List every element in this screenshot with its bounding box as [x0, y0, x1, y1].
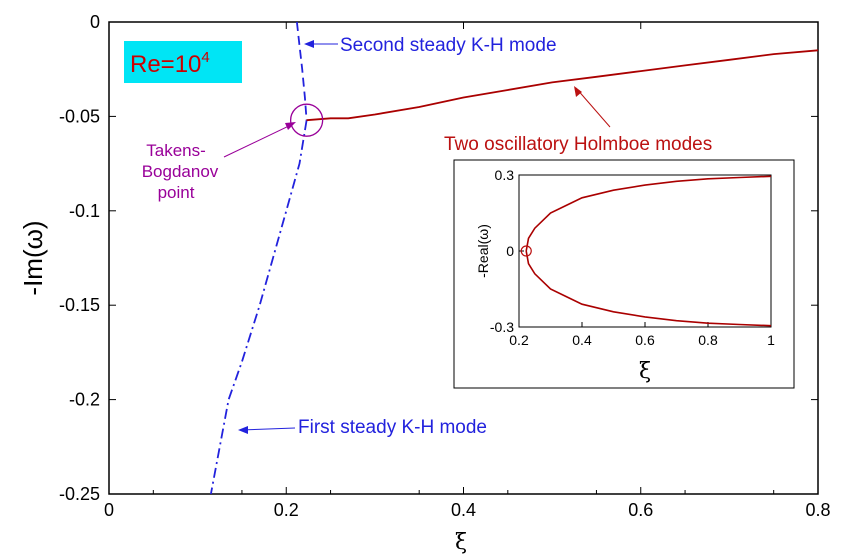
inset-y-axis-label: -Real(ω): [475, 224, 491, 278]
inset-marker-circle: [520, 245, 532, 257]
inset-axis-ticks: 0.2 0.4 0.6 0.8 1 0.3 0 -0.3: [490, 167, 775, 348]
inset-y-tick-label: 0.3: [495, 167, 515, 183]
inset-series-line-0: [525, 175, 772, 252]
main-x-tick-label: 0.4: [451, 500, 476, 520]
annotation-takens-bogdanov-1: Takens-: [146, 141, 206, 160]
annotation-takens-bogdanov-2: Bogdanov: [142, 162, 219, 181]
main-y-tick-label: -0.15: [59, 295, 100, 315]
inset-x-tick-label: 0.6: [635, 332, 655, 348]
annotation-first-steady: First steady K-H mode: [298, 417, 487, 438]
arrow-first-steady-head: [238, 426, 248, 434]
inset-x-tick-label: 0.8: [698, 332, 718, 348]
inset-series-layer: [525, 175, 772, 327]
inset-y-tick-label: -0.3: [490, 319, 514, 335]
arrow-takens-bogdanov: [223, 123, 294, 158]
main-series-layer: [210, 21, 819, 495]
arrow-holmboe: [575, 87, 611, 128]
annotation-second-steady: Second steady K-H mode: [340, 35, 557, 56]
reynolds-badge-background: [124, 41, 242, 83]
main-y-tick-label: -0.1: [69, 201, 100, 221]
inset-x-tick-label: 0.2: [509, 332, 529, 348]
inset-x-tick-label: 0.4: [572, 332, 592, 348]
inset-series-line-1: [525, 250, 772, 327]
main-x-tick-label: 0: [104, 500, 114, 520]
annotation-arrows: [223, 40, 611, 434]
arrow-takens-bogdanov-head: [285, 122, 296, 130]
arrow-first-steady: [239, 427, 296, 431]
annotation-takens-bogdanov-3: point: [158, 183, 195, 202]
main-series-line-0: [296, 21, 308, 121]
arrow-second-steady-head: [304, 40, 314, 48]
main-y-tick-label: -0.2: [69, 390, 100, 410]
main-y-tick-label: 0: [90, 12, 100, 32]
main-y-tick-label: -0.05: [59, 106, 100, 126]
main-y-tick-label: -0.25: [59, 484, 100, 504]
main-x-tick-label: 0.6: [628, 500, 653, 520]
main-series-line-2: [306, 49, 819, 122]
main-x-tick-label: 0.2: [274, 500, 299, 520]
main-series-line-1: [210, 120, 308, 495]
main-axis-ticks: 0 0.2 0.4 0.6 0.8 0 -0.05 -0.1 -0.15 -0.2 -0.25: [59, 12, 831, 520]
inset-x-tick-label: 1: [767, 332, 775, 348]
inset-outer-frame: [453, 159, 795, 389]
takens-bogdanov-circle: [289, 103, 324, 137]
arrow-holmboe-head: [574, 86, 582, 97]
main-x-tick-label: 0.8: [805, 500, 830, 520]
reynolds-badge-exponent: 4: [201, 49, 209, 66]
reynolds-badge-text: Re=104: [130, 49, 210, 78]
reynolds-badge-main: Re=10: [130, 51, 201, 78]
inset-x-axis-label: ξ: [639, 359, 651, 384]
inset-y-tick-label: 0: [506, 243, 514, 259]
reynolds-badge: Re=104: [124, 41, 242, 83]
main-x-axis-label: ξ: [455, 530, 467, 555]
main-y-axis-label: -Im(ω): [18, 220, 48, 295]
annotation-holmboe: Two oscillatory Holmboe modes: [444, 134, 712, 155]
